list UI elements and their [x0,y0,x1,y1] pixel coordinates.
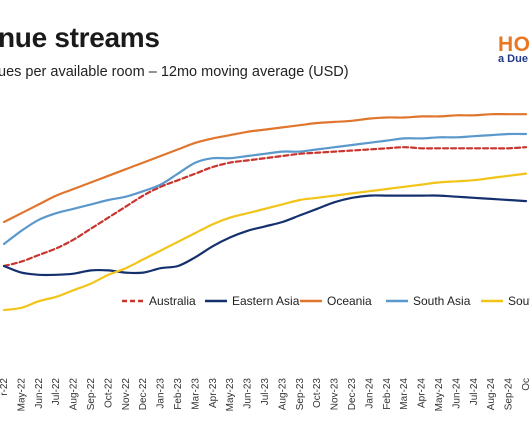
x-tick-label: Feb-24 [382,378,393,410]
x-tick-label: Jan-24 [364,378,375,409]
legend-label-south: South [508,294,530,308]
x-tick-label: Apr-24 [417,378,428,408]
logo-tagline: a Due [498,53,528,65]
x-tick-label: May-23 [225,378,236,412]
legend-label-australia: Australia [149,294,196,308]
logo-brand-text: HO [498,33,530,56]
x-tick-label: Oct-23 [312,378,323,408]
series-line-south [2,172,528,312]
x-tick-label: Jun-24 [451,378,462,409]
x-tick-label: Nov-23 [330,378,341,411]
series-line-australia [2,146,528,268]
x-tick-label: Dec-23 [347,378,358,411]
company-logo: HO a Due [498,34,530,65]
x-tick-label: Jun-23 [243,378,254,409]
legend-label-south-asia: South Asia [413,294,471,308]
x-tick-label: Aug-22 [69,378,80,411]
legend-label-oceania: Oceania [327,294,372,308]
series-line-south-asia [2,132,528,246]
x-tick-label: Jan-23 [156,378,167,409]
x-tick-label: Oc [521,378,530,391]
x-tick-label: Aug-23 [277,378,288,411]
x-tick-label: Jul-22 [51,378,62,406]
x-tick-label: May-24 [434,378,445,412]
x-tick-label: Apr-23 [208,378,219,408]
series-line-eastern-asia [2,194,528,277]
series-line-oceania [2,113,528,224]
x-tick-label: r-22 [0,378,10,396]
x-tick-label: Nov-22 [121,378,132,411]
x-tick-label: Dec-22 [138,378,149,411]
x-tick-label: Aug-24 [486,378,497,411]
chart-subtitle: ues per available room – 12mo moving ave… [0,64,349,80]
x-tick-label: Oct-22 [103,378,114,408]
x-tick-label: Feb-23 [173,378,184,410]
x-tick-label: Jun-22 [34,378,45,409]
x-tick-label: Jul-23 [260,378,271,406]
x-tick-label: Jul-24 [469,378,480,406]
x-tick-label: Sep-22 [86,378,97,411]
x-tick-label: Mar-24 [399,378,410,410]
x-tick-label: Sep-24 [504,378,515,411]
legend-label-eastern-asia: Eastern Asia [232,294,300,308]
x-tick-label: May-22 [16,378,27,412]
x-tick-label: Sep-23 [295,378,306,411]
x-tick-label: Mar-23 [190,378,201,410]
chart-title: nue streams [0,22,160,53]
